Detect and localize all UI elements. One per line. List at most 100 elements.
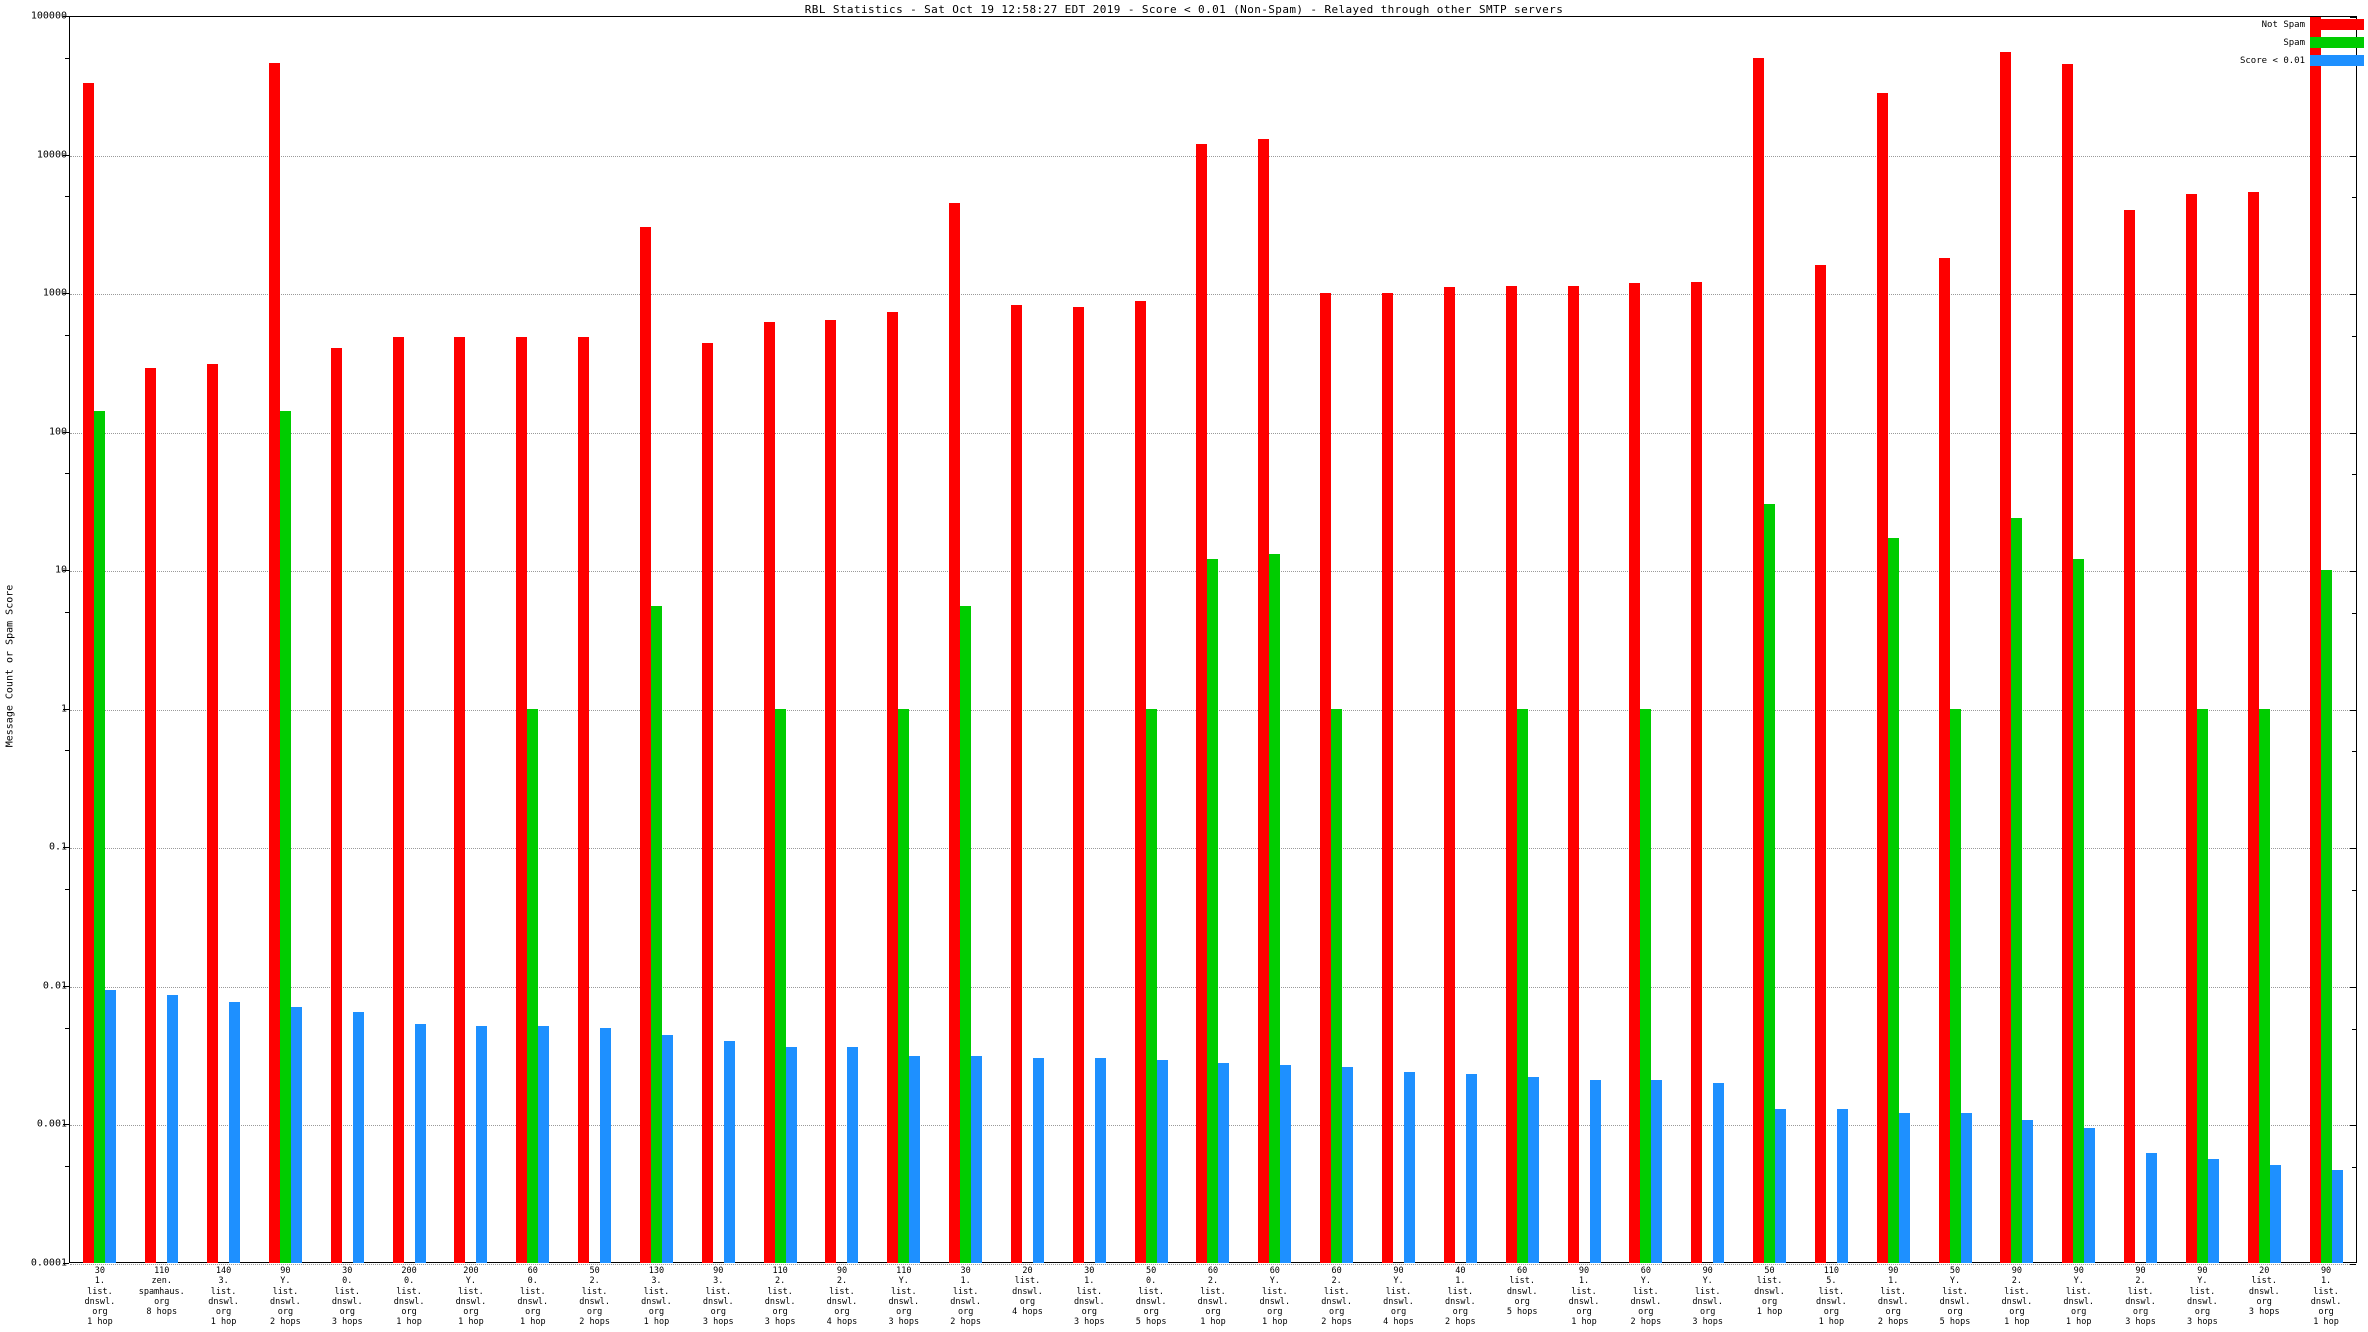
- bar-not-spam[interactable]: [516, 337, 528, 1263]
- bar-not-spam[interactable]: [1010, 305, 1022, 1263]
- bar-score[interactable]: [2269, 1164, 2281, 1263]
- bar-score[interactable]: [1898, 1113, 1910, 1263]
- bar-spam[interactable]: [1207, 559, 1219, 1263]
- bar-not-spam[interactable]: [887, 312, 899, 1263]
- bar-score[interactable]: [1465, 1074, 1477, 1263]
- bar-score[interactable]: [1156, 1060, 1168, 1263]
- bar-not-spam[interactable]: [1753, 57, 1765, 1263]
- bar-score[interactable]: [290, 1006, 302, 1263]
- bar-score[interactable]: [167, 994, 179, 1263]
- bar-score[interactable]: [1280, 1064, 1292, 1263]
- bar-spam[interactable]: [2073, 559, 2085, 1263]
- bar-spam[interactable]: [650, 606, 662, 1263]
- bar-score[interactable]: [2331, 1169, 2343, 1263]
- bar-score[interactable]: [229, 1001, 241, 1263]
- bar-not-spam[interactable]: [1072, 306, 1084, 1263]
- bar-not-spam[interactable]: [1443, 287, 1455, 1263]
- bar-score[interactable]: [1960, 1113, 1972, 1263]
- bar-not-spam[interactable]: [330, 348, 342, 1263]
- bar-score[interactable]: [1836, 1108, 1848, 1263]
- bar-score[interactable]: [2146, 1153, 2158, 1263]
- bar-spam[interactable]: [1516, 708, 1528, 1263]
- bar-score[interactable]: [1094, 1058, 1106, 1263]
- bar-spam[interactable]: [1764, 504, 1776, 1263]
- bar-not-spam[interactable]: [1196, 143, 1208, 1263]
- bar-score[interactable]: [1713, 1082, 1725, 1263]
- bar-not-spam[interactable]: [1876, 92, 1888, 1263]
- bar-score[interactable]: [600, 1027, 612, 1263]
- bar-spam[interactable]: [2320, 570, 2332, 1263]
- bar-not-spam[interactable]: [145, 367, 157, 1263]
- bar-spam[interactable]: [774, 708, 786, 1263]
- x-tick-label: 60 0. list. dnswl. org 1 hop: [517, 1266, 549, 1328]
- bar-score[interactable]: [1032, 1058, 1044, 1263]
- bar-not-spam[interactable]: [207, 363, 219, 1263]
- bar-score[interactable]: [414, 1024, 426, 1263]
- bar-spam[interactable]: [1640, 708, 1652, 1263]
- bar-not-spam[interactable]: [1629, 283, 1641, 1263]
- legend-item[interactable]: Not Spam: [2214, 18, 2364, 31]
- bar-spam[interactable]: [2011, 517, 2023, 1263]
- bar-spam[interactable]: [279, 411, 291, 1263]
- bar-score[interactable]: [723, 1041, 735, 1263]
- bar-spam[interactable]: [898, 708, 910, 1263]
- bar-not-spam[interactable]: [825, 319, 837, 1263]
- bar-not-spam[interactable]: [392, 337, 404, 1263]
- bar-score[interactable]: [105, 990, 117, 1263]
- grid-line: [70, 294, 2356, 296]
- bar-not-spam[interactable]: [454, 337, 466, 1263]
- bar-score[interactable]: [909, 1056, 921, 1263]
- legend-item[interactable]: Score < 0.01: [2214, 54, 2364, 67]
- bar-score[interactable]: [476, 1026, 488, 1263]
- bar-not-spam[interactable]: [1814, 264, 1826, 1263]
- bar-score[interactable]: [1651, 1079, 1663, 1263]
- bar-not-spam[interactable]: [1134, 300, 1146, 1263]
- bar-score[interactable]: [1775, 1108, 1787, 1263]
- bar-score[interactable]: [538, 1026, 550, 1263]
- bar-spam[interactable]: [94, 411, 106, 1263]
- bar-not-spam[interactable]: [949, 202, 961, 1263]
- bar-score[interactable]: [2207, 1159, 2219, 1263]
- bar-not-spam[interactable]: [578, 337, 590, 1263]
- bar-score[interactable]: [1404, 1071, 1415, 1263]
- bar-not-spam[interactable]: [763, 321, 775, 1263]
- bar-not-spam[interactable]: [1505, 286, 1517, 1263]
- bar-spam[interactable]: [1949, 708, 1961, 1263]
- bar-score[interactable]: [661, 1035, 673, 1263]
- bar-score[interactable]: [1218, 1062, 1230, 1263]
- bar-not-spam[interactable]: [1320, 293, 1332, 1263]
- bar-not-spam[interactable]: [2124, 209, 2136, 1263]
- bar-score[interactable]: [1527, 1077, 1539, 1263]
- bar-score[interactable]: [1342, 1066, 1354, 1263]
- bar-not-spam[interactable]: [2247, 191, 2259, 1263]
- bar-not-spam[interactable]: [1691, 282, 1703, 1263]
- bar-score[interactable]: [2022, 1120, 2034, 1263]
- legend-item[interactable]: Spam: [2214, 36, 2364, 49]
- bar-score[interactable]: [352, 1011, 364, 1263]
- bar-score[interactable]: [971, 1056, 983, 1263]
- bar-not-spam[interactable]: [1567, 285, 1579, 1263]
- bar-spam[interactable]: [527, 708, 539, 1263]
- bar-spam[interactable]: [2196, 708, 2208, 1263]
- bar-not-spam[interactable]: [83, 82, 95, 1263]
- bar-spam[interactable]: [1269, 554, 1281, 1263]
- bar-not-spam[interactable]: [1258, 138, 1270, 1263]
- bar-score[interactable]: [1589, 1079, 1601, 1263]
- bar-not-spam[interactable]: [2309, 17, 2321, 1263]
- bar-spam[interactable]: [960, 606, 972, 1263]
- bar-not-spam[interactable]: [2000, 51, 2012, 1263]
- bar-not-spam[interactable]: [2185, 193, 2197, 1263]
- bar-spam[interactable]: [1887, 538, 1899, 1263]
- bar-not-spam[interactable]: [639, 227, 651, 1263]
- bar-not-spam[interactable]: [2062, 64, 2074, 1263]
- bar-spam[interactable]: [2258, 708, 2270, 1263]
- bar-not-spam[interactable]: [701, 342, 713, 1263]
- bar-spam[interactable]: [1331, 708, 1343, 1263]
- bar-not-spam[interactable]: [1382, 292, 1393, 1263]
- bar-score[interactable]: [847, 1047, 859, 1263]
- bar-spam[interactable]: [1145, 708, 1157, 1263]
- bar-score[interactable]: [2084, 1127, 2096, 1263]
- bar-not-spam[interactable]: [1938, 257, 1950, 1263]
- bar-not-spam[interactable]: [268, 62, 280, 1263]
- bar-score[interactable]: [785, 1047, 797, 1263]
